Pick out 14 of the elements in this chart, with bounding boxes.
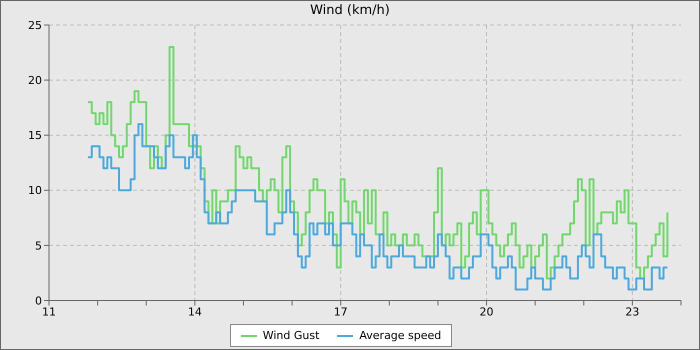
x-tick-label: 11 <box>42 305 56 318</box>
y-tick-label: 20 <box>28 74 42 88</box>
x-tick-label: 23 <box>625 305 640 318</box>
y-tick-label: 0 <box>35 294 42 308</box>
x-tick-label: 17 <box>334 305 348 318</box>
y-tick-label: 25 <box>28 18 42 32</box>
x-tick-label: 14 <box>188 305 202 318</box>
chart-title: Wind (km/h) <box>310 3 390 18</box>
y-tick-label: 5 <box>35 239 42 252</box>
y-tick-label: 10 <box>28 184 42 198</box>
legend-label: Wind Gust <box>262 329 320 342</box>
y-tick-label: 15 <box>28 129 42 142</box>
x-tick-label: 20 <box>480 305 494 318</box>
legend-label: Average speed <box>358 329 442 342</box>
